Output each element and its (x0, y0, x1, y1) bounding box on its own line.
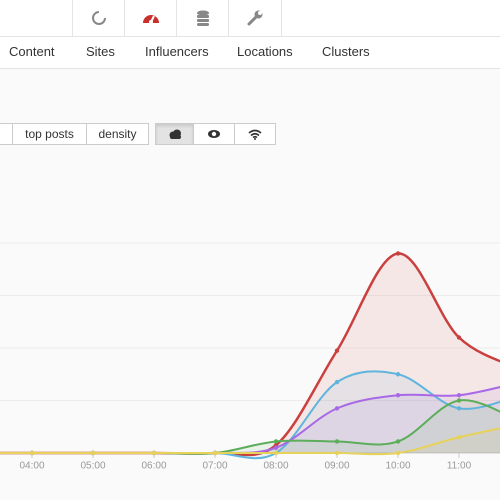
x-tick-label: 04:00 (19, 461, 44, 472)
database-icon (197, 10, 209, 26)
wrench-icon (247, 10, 263, 26)
eye-button[interactable] (193, 123, 235, 145)
wifi-icon (248, 129, 262, 140)
data-point (395, 251, 401, 256)
data-point (212, 450, 218, 456)
x-tick-label: 10:00 (385, 461, 410, 472)
data-point (456, 335, 462, 340)
series-area (0, 371, 500, 459)
database-tab[interactable] (176, 0, 229, 36)
data-point (334, 379, 340, 385)
data-point (395, 393, 401, 398)
data-point (334, 406, 340, 411)
data-point (395, 450, 401, 456)
x-tick-label: 11:00 (447, 461, 472, 472)
button[interactable]: density (86, 123, 149, 145)
series-area (0, 428, 500, 455)
x-tick-label: 06:00 (141, 461, 166, 472)
cloud-icon (169, 129, 181, 139)
refresh-icon (92, 11, 106, 25)
data-point (151, 450, 157, 456)
data-point (334, 450, 340, 456)
data-point (273, 445, 279, 450)
nav-tab[interactable]: Clusters (322, 44, 370, 59)
data-point (456, 435, 462, 440)
data-point (29, 450, 35, 456)
series-area (0, 387, 500, 454)
button[interactable]: top posts (12, 123, 87, 145)
data-point (90, 450, 96, 456)
data-point (334, 439, 340, 444)
data-point (395, 372, 401, 377)
x-tick-label: 09:00 (324, 461, 349, 472)
data-point (395, 439, 401, 444)
series-area (0, 253, 500, 455)
refresh-tab[interactable] (72, 0, 125, 36)
dashboard-tab[interactable] (124, 0, 177, 36)
nav-tab[interactable]: Content (9, 44, 55, 59)
eye-icon (208, 130, 220, 138)
data-point (456, 398, 462, 403)
settings-tab[interactable] (228, 0, 282, 36)
nav-tabs: Content Sites Influencers Locations Clus… (0, 37, 500, 69)
data-point (456, 393, 462, 398)
x-tick-label: 08:00 (263, 461, 288, 472)
data-point (334, 348, 340, 353)
nav-tab[interactable]: Locations (237, 44, 293, 59)
series-line (0, 427, 500, 456)
nav-tab[interactable]: Influencers (145, 44, 209, 59)
data-point (273, 450, 279, 456)
wifi-button[interactable] (234, 123, 276, 145)
x-tick-label: 07:00 (202, 461, 227, 472)
nav-tab[interactable]: Sites (86, 44, 115, 59)
x-tick-label: 05:00 (80, 461, 105, 472)
data-point (273, 439, 279, 444)
dashboard-icon (143, 15, 159, 24)
icon-bar (0, 0, 500, 37)
data-point (456, 406, 462, 411)
